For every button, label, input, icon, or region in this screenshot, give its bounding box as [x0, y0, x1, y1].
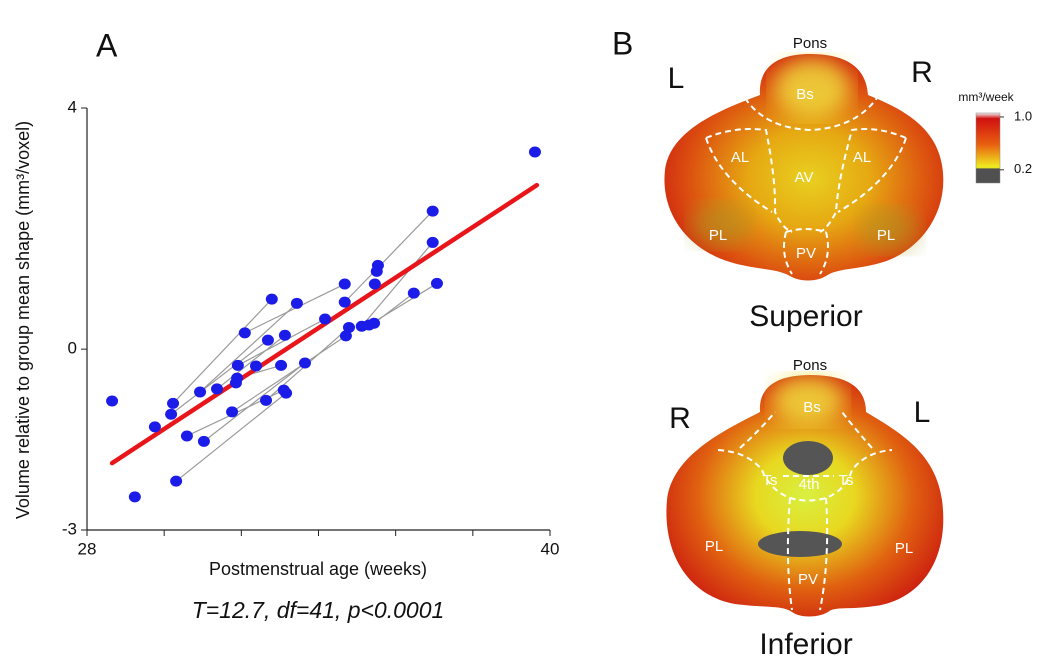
data-point: [262, 335, 274, 346]
subject-link: [374, 293, 414, 323]
region-label: 4th: [799, 476, 820, 493]
low-growth-area: [783, 441, 833, 475]
side-label: R: [911, 56, 933, 89]
subject-link: [217, 335, 285, 389]
region-label: Bs: [796, 86, 814, 103]
data-point: [167, 398, 179, 409]
data-point: [149, 421, 161, 432]
data-point: [231, 373, 243, 384]
data-point: [278, 385, 290, 396]
data-point: [266, 294, 278, 305]
data-point: [427, 206, 439, 217]
region-label: PL: [709, 227, 727, 244]
data-point: [319, 314, 331, 325]
colorbar: mm³/week 1.0 0.2: [958, 90, 1032, 183]
data-point: [106, 395, 118, 406]
superior-view: L R Pons Bs AL AV AL PL PV PL Superior: [664, 35, 943, 333]
data-point: [427, 237, 439, 248]
figure: A Volume relative to group mean shape (m…: [0, 0, 1037, 664]
region-label: PL: [895, 540, 913, 557]
panel-label: A: [96, 27, 118, 63]
data-point: [194, 386, 206, 397]
region-label: Pons: [793, 357, 827, 374]
region-label: PL: [877, 227, 895, 244]
data-point: [431, 278, 443, 289]
data-point: [232, 360, 244, 371]
region-label: PL: [705, 538, 723, 555]
panel-label: B: [612, 25, 633, 61]
stats-annotation: T=12.7, df=41, p<0.0001: [192, 597, 445, 623]
y-tick-label: 0: [68, 339, 77, 358]
colorbar-title: mm³/week: [958, 90, 1014, 104]
subject-link: [345, 211, 433, 302]
data-point: [372, 260, 384, 271]
region-label: AL: [731, 149, 749, 166]
region-label: Bs: [803, 399, 821, 416]
y-tick-label: -3: [62, 519, 77, 538]
view-title: Inferior: [759, 628, 852, 661]
region-label: AL: [853, 149, 871, 166]
data-point: [369, 279, 381, 290]
region-label: Ts: [839, 472, 854, 489]
data-point: [339, 297, 351, 308]
region-label: Ts: [763, 472, 778, 489]
region-label: PV: [796, 245, 816, 262]
data-point: [299, 358, 311, 369]
data-point: [275, 360, 287, 371]
data-point: [260, 395, 272, 406]
side-label: L: [668, 62, 685, 95]
data-point: [368, 318, 380, 329]
region-label: Pons: [793, 35, 827, 52]
side-label: R: [669, 402, 691, 435]
side-label: L: [914, 396, 931, 429]
data-point: [250, 361, 262, 372]
data-point: [129, 491, 141, 502]
data-point: [170, 476, 182, 487]
y-tick-label: 4: [68, 97, 77, 116]
data-point: [343, 322, 355, 333]
data-point: [198, 436, 210, 447]
data-point: [226, 406, 238, 417]
data-point: [529, 147, 541, 158]
data-point: [291, 298, 303, 309]
data-point: [239, 327, 251, 338]
data-point: [408, 288, 420, 299]
data-point: [211, 383, 223, 394]
inferior-view: R L Pons Bs Ts 4th Ts PL PV PL Inferior: [666, 357, 943, 661]
colorbar-tick-label: 1.0: [1014, 108, 1032, 123]
data-point: [165, 409, 177, 420]
data-point: [339, 279, 351, 290]
colorbar-scale: [976, 113, 1000, 183]
x-tick-label: 40: [541, 539, 560, 558]
plot-area: -3 0 4 28 40: [62, 97, 560, 558]
colorbar-tick-label: 0.2: [1014, 161, 1032, 176]
data-point: [279, 330, 291, 341]
region-label: AV: [795, 169, 814, 186]
low-growth-area: [758, 531, 842, 557]
x-tick-label: 28: [78, 539, 97, 558]
x-axis-label: Postmenstrual age (weeks): [209, 559, 427, 579]
view-title: Superior: [749, 300, 862, 333]
y-axis-label: Volume relative to group mean shape (mm³…: [13, 121, 33, 519]
data-point: [181, 430, 193, 441]
region-label: PV: [798, 571, 818, 588]
